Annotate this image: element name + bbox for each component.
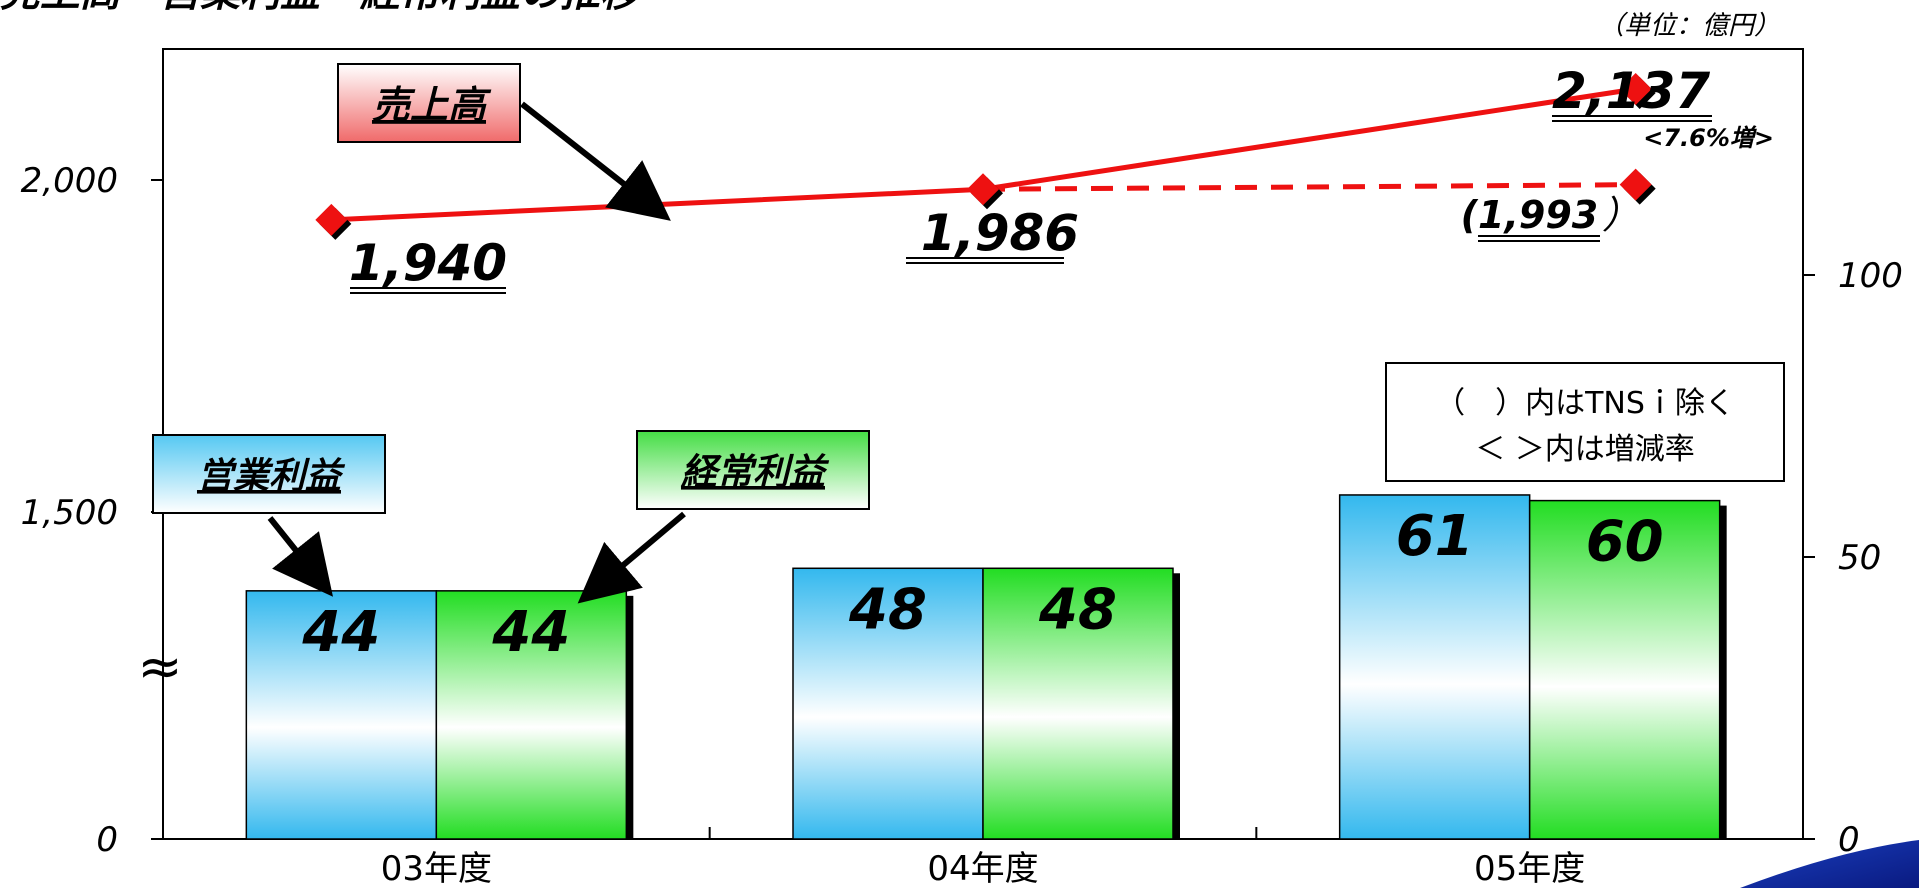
callout-ordinary-profit-label: 経常利益 — [680, 452, 830, 493]
right-axis-tick-label: 0 — [1838, 820, 1860, 860]
axes: 0 1,500 2,000 0 50 100 03年度 04年度 05年度 — [21, 161, 1903, 888]
lines-layer: 1,940 1,986 2,137 (1,993） — [315, 62, 1712, 294]
sales-value-label: 1,940 — [349, 234, 507, 292]
sales-line-excluding-tnsi — [982, 182, 1636, 192]
x-axis-tick-label: 04年度 — [927, 849, 1038, 888]
callout-sales-label: 売上高 — [372, 83, 492, 127]
notes-line-1: （ ）内はTNSｉ除く — [1435, 386, 1735, 421]
callout-operating-profit-arrow — [267, 516, 333, 597]
callout-sales: 売上高 — [337, 63, 671, 221]
ordinary-profit-bar — [1528, 499, 1721, 840]
callout-ordinary-profit: 経常利益 — [577, 430, 870, 604]
left-axis-tick-label: 1,500 — [21, 493, 118, 533]
sales-point — [967, 173, 999, 206]
ordinary-profit-bar-value-label: 48 — [1038, 577, 1117, 642]
growth-rate-label: <7.6%増> — [1643, 124, 1774, 152]
bars-layer: 44 44 48 48 61 60 — [245, 494, 1727, 840]
operating-profit-bar-value-label: 48 — [848, 577, 927, 642]
operating-profit-bar-value-label: 61 — [1396, 504, 1474, 569]
operating-profit-bar — [245, 590, 438, 840]
callout-sales-arrow — [520, 101, 671, 221]
sales-point — [1619, 73, 1652, 106]
ordinary-profit-bar — [435, 590, 628, 840]
callout-operating-profit: 営業利益 — [152, 434, 386, 597]
notes-box: （ ）内はTNSｉ除く ＜ ＞内は増減率 — [1385, 362, 1785, 482]
axis-break-mark: ≈ — [137, 635, 182, 698]
excluding-tnsi-value-label: 1,993 — [1478, 193, 1598, 237]
ordinary-profit-bar-value-label: 44 — [491, 600, 570, 665]
x-axis-tick-label: 03年度 — [381, 849, 492, 888]
callout-operating-profit-label: 営業利益 — [197, 456, 346, 497]
operating-profit-bar — [1338, 494, 1531, 840]
sales-excluding-tnsi-point — [1619, 168, 1652, 201]
excluding-tnsi-open-paren: ( — [1461, 193, 1479, 237]
operating-profit-bar-value-label: 44 — [301, 600, 380, 665]
left-axis-tick-label: 2,000 — [21, 161, 118, 201]
right-axis-tick-label: 50 — [1838, 538, 1881, 578]
x-axis-tick-label: 05年度 — [1474, 849, 1585, 888]
notes-line-2: ＜ ＞内は増減率 — [1475, 432, 1695, 467]
right-axis-tick-label: 100 — [1838, 256, 1903, 296]
ordinary-profit-bar — [982, 567, 1174, 840]
operating-profit-bar — [792, 567, 984, 840]
left-axis-tick-label: 0 — [96, 820, 118, 860]
unit-note: （単位：億円） — [1598, 11, 1780, 41]
ordinary-profit-bar-value-label: 60 — [1586, 510, 1664, 575]
sales-value-label: 1,986 — [921, 204, 1079, 262]
sales-value-label: 2,137 — [1552, 62, 1710, 120]
header-title: 売上高・営業利益・経常利益の推移 — [0, 0, 645, 16]
sales-point — [315, 203, 348, 236]
corner-swoosh — [1740, 840, 1919, 888]
callout-ordinary-profit-arrow — [577, 511, 686, 604]
excluding-tnsi-close-paren: ） — [1602, 193, 1640, 237]
